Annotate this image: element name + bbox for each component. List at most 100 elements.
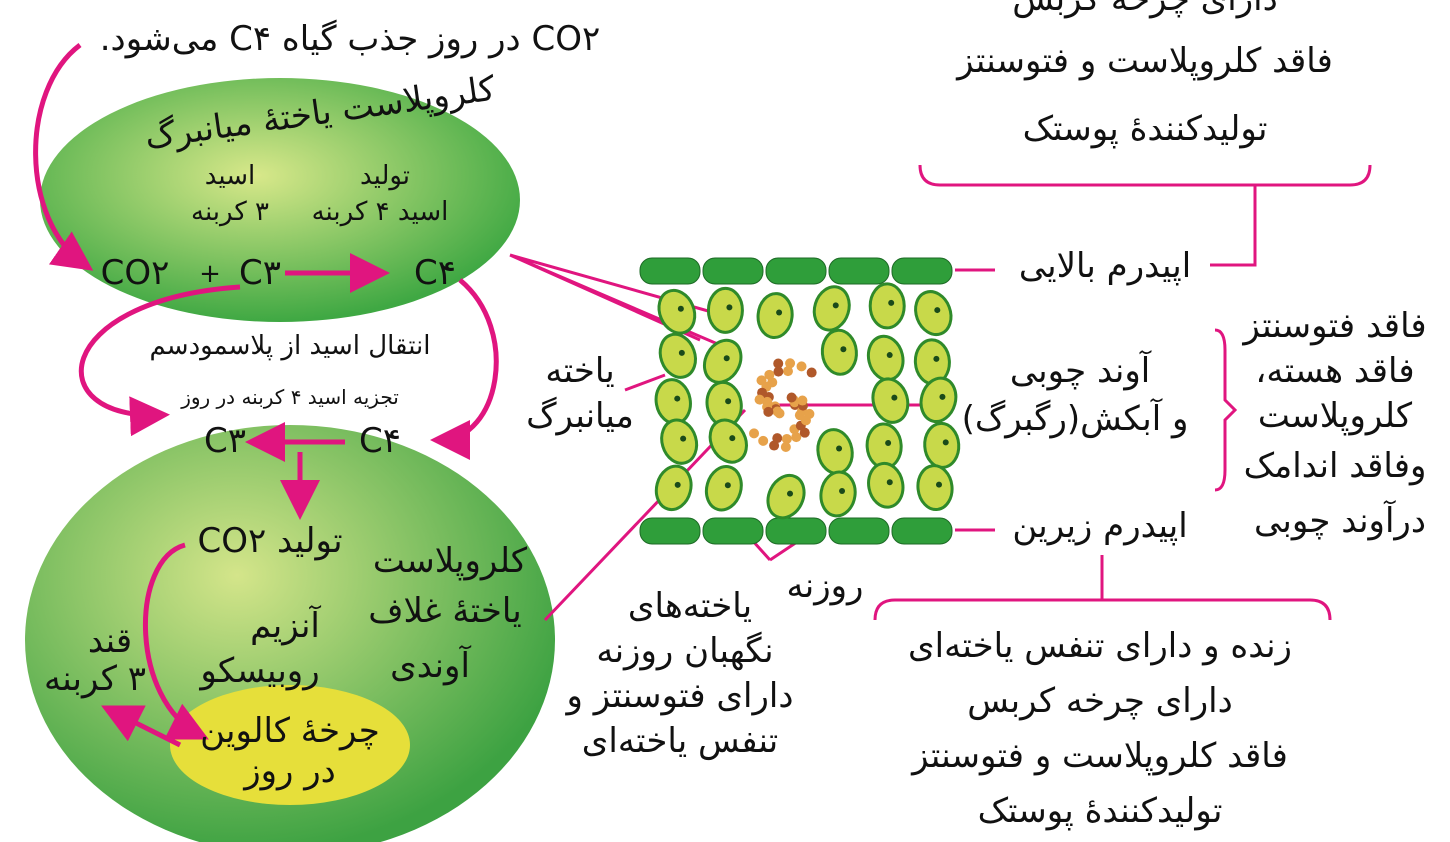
vascular-label: آوند چوبی [1010, 350, 1150, 393]
mesophyll-cell [870, 284, 904, 328]
chloroplast-dot [776, 310, 782, 316]
xylem-note: کلروپلاست [1258, 395, 1412, 438]
mesophyll-cell [916, 374, 961, 425]
vascular-label: و آبکش(رگبرگ) [962, 398, 1189, 441]
chloroplast-dot [724, 355, 730, 361]
mesophyll-cell [923, 422, 960, 468]
lower-epidermis-cell [640, 518, 700, 544]
c4: C۴ [359, 420, 401, 463]
xylem-note: درآوند چوبی [1254, 500, 1426, 543]
mesophyll-cell [821, 329, 859, 376]
vascular-cell [755, 395, 765, 405]
vascular-cell [781, 442, 791, 452]
chloroplast-dot [787, 491, 793, 497]
sheath-label: کلروپلاست [373, 540, 527, 583]
chloroplast-dot [887, 479, 893, 485]
sheath-label: یاختهٔ غلاف [368, 590, 521, 633]
calvin-label: چرخهٔ کالوین [200, 710, 380, 753]
calvin-label: در روز [244, 750, 336, 793]
vascular-cell [800, 428, 810, 438]
sugar-label: ۳ کربنه [44, 658, 146, 701]
mesophyll-cell [865, 461, 907, 510]
sugar-label: قند [88, 620, 132, 663]
mesophyll-cell [653, 377, 694, 426]
vascular-cell [763, 407, 773, 417]
c4: C۴ [414, 252, 456, 295]
sheath-label: آوندی [390, 645, 470, 688]
chloroplast-dot [729, 435, 735, 441]
mesophyll-cell [697, 334, 748, 389]
vascular-cell [797, 361, 807, 371]
chloroplast-dot [887, 352, 893, 358]
stoma-label: روزنه [787, 565, 864, 608]
mesophyll-cell [916, 464, 955, 512]
upper-epidermis-label: اپیدرم بالایی [1019, 245, 1191, 288]
vascular-cell [797, 396, 807, 406]
chloroplast-dot [936, 482, 942, 488]
chloroplast-dot [891, 395, 897, 401]
chloroplast-dot [674, 396, 680, 402]
chloroplast-dot [933, 356, 939, 362]
mesophyll-cell-label: یاخته [545, 350, 614, 393]
co2: CO۲ [101, 252, 170, 295]
substrate-label: اسید [205, 160, 256, 193]
lower-note: فاقد کلروپلاست و فتوسنتز [912, 735, 1288, 778]
chloroplast-dot [943, 439, 949, 445]
vascular-cell [773, 359, 783, 369]
mesophyll-cell [756, 292, 794, 339]
upper-epidermis-cell [640, 258, 700, 284]
co2-production: تولید CO۲ [197, 520, 342, 563]
vascular-cell [769, 441, 779, 451]
substrate-label: ۳ کربنه [191, 196, 269, 229]
plus: + [199, 258, 221, 291]
vascular-cell [807, 368, 817, 378]
chloroplast-dot [934, 307, 940, 313]
lower-epidermis-cell [766, 518, 826, 544]
mesophyll-cell [864, 333, 907, 384]
lower-epidermis-cell [892, 518, 952, 544]
chloroplast-dot [836, 445, 842, 451]
lower-note: تولیدکنندهٔ پوستک [978, 790, 1223, 833]
guard-cells-label: تنفس یاخته‌ای [582, 720, 778, 763]
chloroplast-dot [839, 488, 845, 494]
mesophyll-cell [910, 287, 957, 340]
upper-epidermis-cell [829, 258, 889, 284]
xylem-note: وفاقد اندامک [1244, 445, 1427, 488]
upper-epidermis-cell [703, 258, 763, 284]
lower-note: دارای چرخه کربس [967, 680, 1232, 723]
c3: C۳ [239, 252, 281, 295]
xylem-note: فاقد فتوسنتز [1243, 305, 1426, 348]
upper-note: تولیدکنندهٔ پوستک [1023, 108, 1268, 151]
guard-cells-label: نگهبان روزنه [596, 630, 773, 673]
upper-epidermis-cell [766, 258, 826, 284]
xylem-note: فاقد هسته، [1255, 350, 1414, 393]
chloroplast-dot [725, 398, 731, 404]
leaf-section [640, 258, 961, 544]
vascular-cell [758, 436, 768, 446]
chloroplast-dot [726, 304, 732, 310]
mesophyll-cell [761, 469, 811, 523]
c3: C۳ [204, 420, 246, 463]
mesophyll-cell [701, 462, 746, 514]
mesophyll-cell [818, 470, 858, 519]
vascular-cell [775, 408, 785, 418]
transfer-label: انتقال اسید از پلاسمودسم [149, 330, 430, 363]
mesophyll-cell [868, 375, 913, 427]
vascular-cell [787, 392, 797, 402]
upper-epidermis-cell [892, 258, 952, 284]
guard-cells-label: دارای فتوسنتز و [567, 675, 794, 718]
mesophyll-cell-label: میانبرگ [526, 395, 634, 438]
chloroplast-dot [885, 440, 891, 446]
vascular-cell [804, 409, 814, 419]
product-label: اسید ۴ کربنه [312, 196, 449, 229]
mesophyll-cell [708, 288, 742, 332]
chloroplast-dot [840, 346, 846, 352]
chloroplast-dot [888, 300, 894, 306]
vascular-cell [785, 358, 795, 368]
enzyme-label: آنزیم [250, 605, 320, 648]
chloroplast-dot [725, 482, 731, 488]
diagram: CO۲ در روز جذب گیاه C۴ می‌شود. کلروپلاست… [0, 0, 1450, 842]
vascular-cell [749, 428, 759, 438]
breakdown-label: تجزیه اسید ۴ کربنه در روز [181, 385, 399, 410]
product-label: تولید [360, 160, 410, 193]
